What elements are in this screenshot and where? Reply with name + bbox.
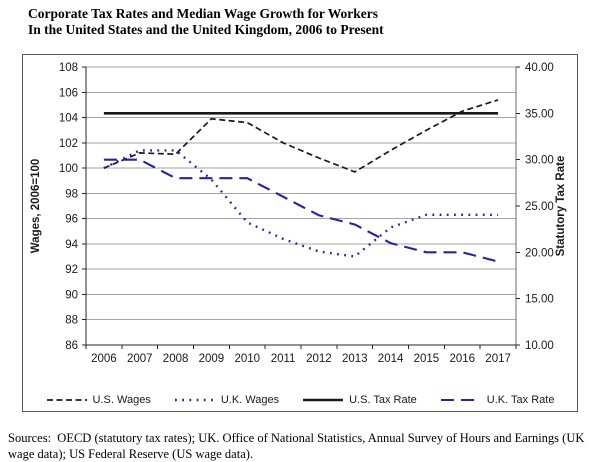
svg-text:104: 104 xyxy=(59,113,79,125)
svg-text:98: 98 xyxy=(65,188,78,200)
wage-tax-chart: 86 88 90 92 94 96 98 100 102 104 106 108 10.00 15.00 2… xyxy=(30,62,567,365)
title-line-2: In the United States and the United King… xyxy=(28,22,384,37)
svg-text:108: 108 xyxy=(59,62,78,74)
svg-text:2011: 2011 xyxy=(271,353,296,365)
legend-item-u-s-tax-rate: U.S. Tax Rate xyxy=(302,394,417,406)
svg-text:2008: 2008 xyxy=(163,353,189,365)
svg-text:92: 92 xyxy=(65,264,78,276)
svg-text:30.00: 30.00 xyxy=(525,155,554,167)
legend-label: U.K. Tax Rate xyxy=(486,394,555,406)
svg-text:2007: 2007 xyxy=(127,353,153,365)
svg-text:2012: 2012 xyxy=(306,353,332,365)
svg-text:2015: 2015 xyxy=(414,353,440,365)
u-k-wages-line xyxy=(103,149,499,258)
u-s-wages-legend-sample xyxy=(46,399,87,401)
x-axis-ticks: 2006 2007 2008 2009 2010 2011 2012 2013 2014 2015… xyxy=(85,345,517,365)
u-k-tax-rate-legend-sample xyxy=(440,398,481,402)
title-line-1: Corporate Tax Rates and Median Wage Grow… xyxy=(28,6,379,21)
u-s-tax-rate-legend-sample xyxy=(303,398,344,402)
svg-text:25.00: 25.00 xyxy=(525,201,554,213)
u-s-wages-line xyxy=(103,99,499,173)
svg-text:106: 106 xyxy=(59,87,78,99)
svg-text:2010: 2010 xyxy=(235,353,261,365)
svg-text:2014: 2014 xyxy=(378,353,404,365)
svg-text:88: 88 xyxy=(65,315,78,327)
svg-text:100: 100 xyxy=(59,163,78,175)
right-axis-title: Statutory Tax Rate xyxy=(555,156,567,257)
svg-text:96: 96 xyxy=(65,214,78,226)
legend-item-u-k-wages: U.K. Wages xyxy=(174,394,279,406)
legend-item-u-s-wages: U.S. Wages xyxy=(46,394,151,406)
chart-legend: U.S. Wages U.K. Wages U.S. Tax Rate U.K. Ta… xyxy=(23,394,577,406)
right-axis-ticks: 10.00 15.00 20.00 25.00 30.00 35.00 40.00 xyxy=(516,62,554,352)
svg-text:86: 86 xyxy=(65,340,78,352)
left-axis-ticks: 86 88 90 92 94 96 98 100 102 104 106 108 xyxy=(59,62,86,352)
svg-text:40.00: 40.00 xyxy=(525,62,554,74)
page-title: Corporate Tax Rates and Median Wage Grow… xyxy=(28,6,588,38)
svg-text:102: 102 xyxy=(59,138,78,150)
svg-text:2009: 2009 xyxy=(199,353,225,365)
svg-text:94: 94 xyxy=(65,239,78,251)
legend-label: U.K. Wages xyxy=(220,394,280,406)
legend-label: U.S. Wages xyxy=(92,394,151,406)
sources-note: Sources: OECD (statutory tax rates); UK.… xyxy=(8,430,588,461)
svg-text:2016: 2016 xyxy=(450,353,476,365)
legend-item-u-k-tax-rate: U.K. Tax Rate xyxy=(440,394,555,406)
svg-text:20.00: 20.00 xyxy=(525,247,554,259)
svg-text:10.00: 10.00 xyxy=(525,340,554,352)
svg-text:2006: 2006 xyxy=(91,353,117,365)
left-axis-title: Wages, 2006=100 xyxy=(30,159,42,254)
svg-text:2017: 2017 xyxy=(485,353,511,365)
gridlines xyxy=(86,66,516,321)
u-k-tax-rate-line xyxy=(103,158,499,263)
svg-text:15.00: 15.00 xyxy=(525,294,554,306)
svg-text:35.00: 35.00 xyxy=(525,108,554,120)
u-k-wages-legend-sample xyxy=(174,398,215,402)
chart-frame: 86 88 90 92 94 96 98 100 102 104 106 108 10.00 15.00 2… xyxy=(22,54,578,412)
svg-text:2013: 2013 xyxy=(342,353,368,365)
legend-label: U.S. Tax Rate xyxy=(349,394,417,406)
svg-text:90: 90 xyxy=(65,290,78,302)
